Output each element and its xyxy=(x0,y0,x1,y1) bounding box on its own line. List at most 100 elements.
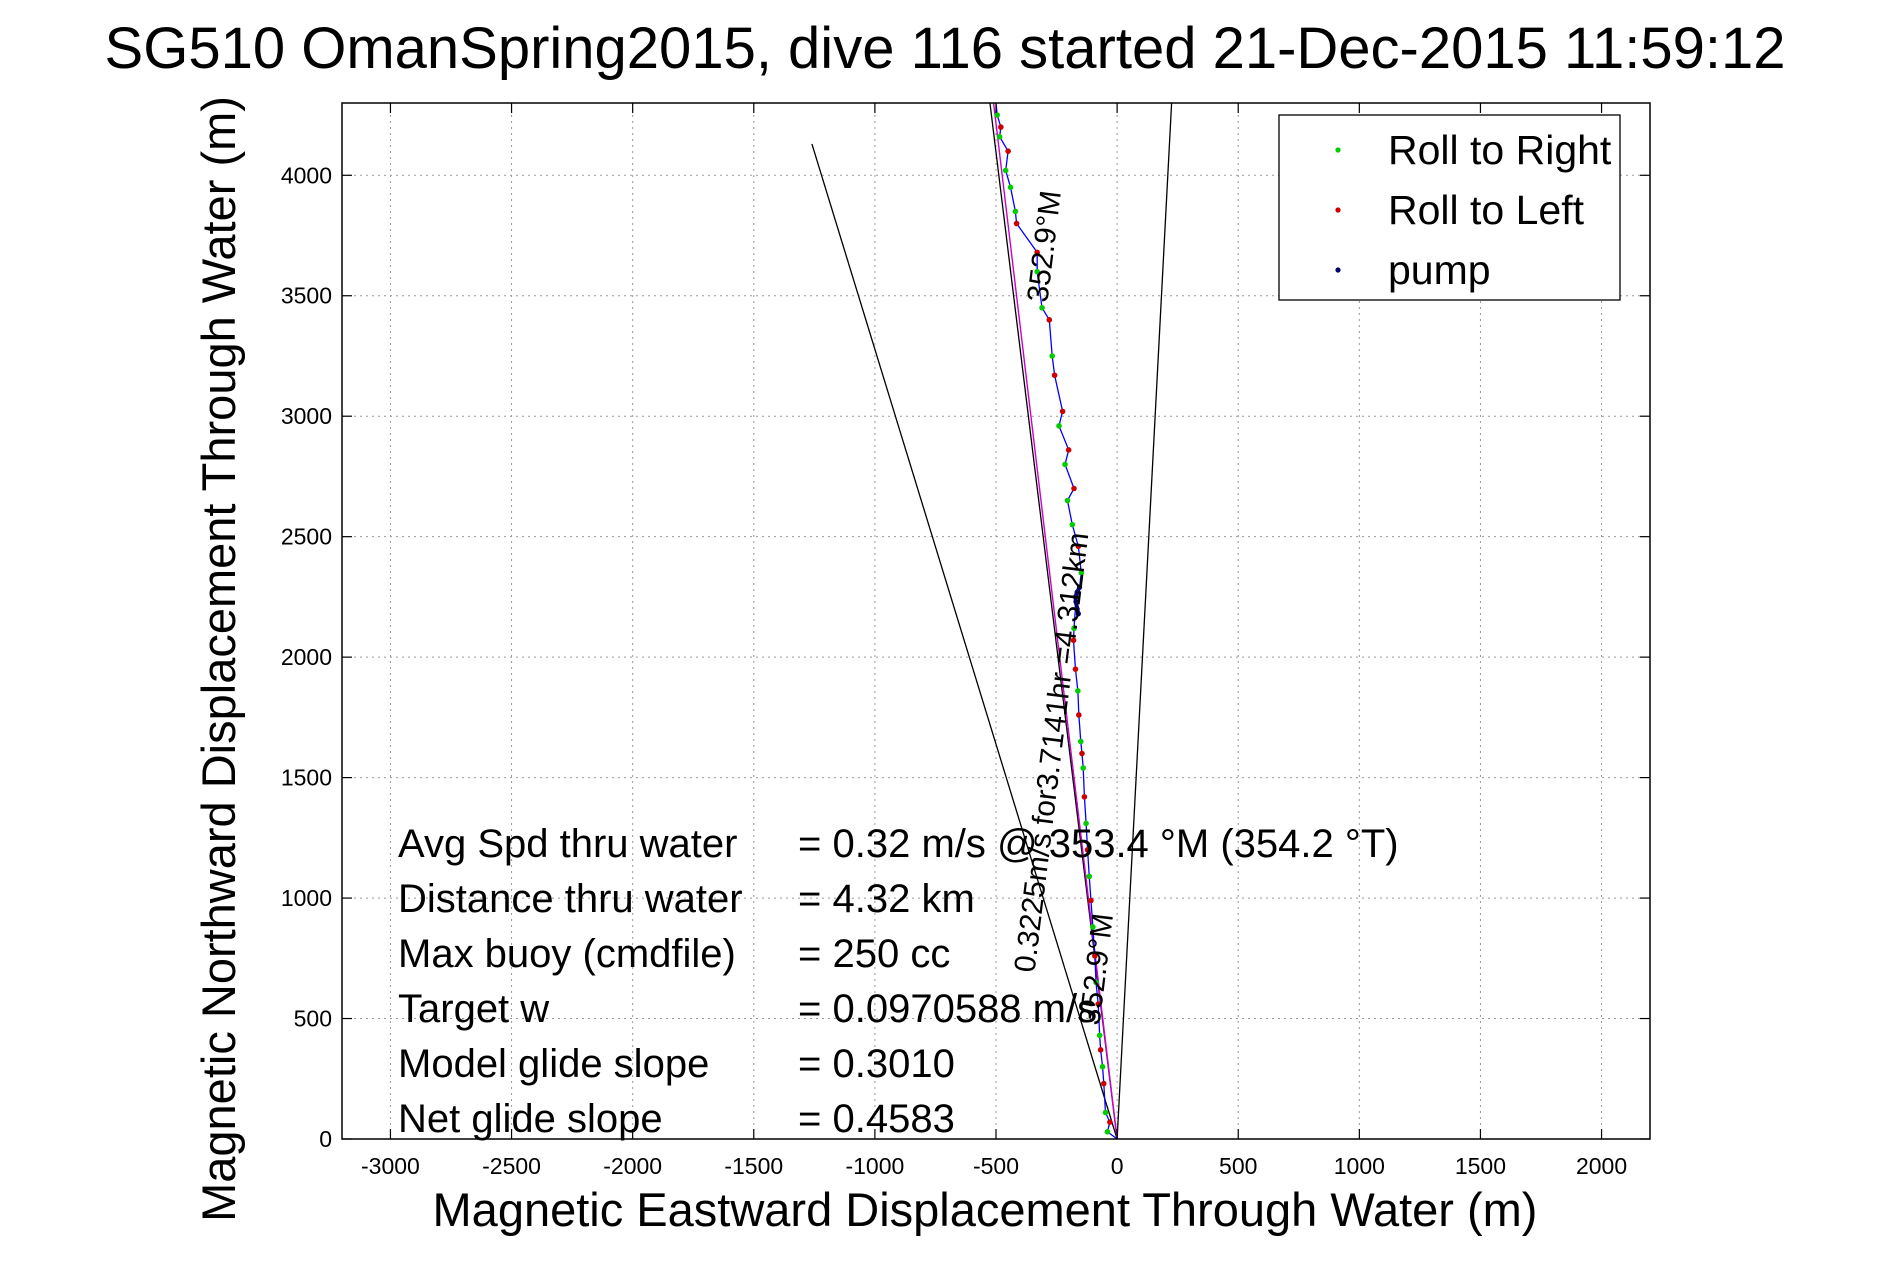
x-axis-title: Magnetic Eastward Displacement Through W… xyxy=(433,1183,1538,1236)
point-roll-to-left xyxy=(1092,953,1098,959)
stat-value: = 0.4583 xyxy=(798,1097,955,1141)
point-roll-to-right xyxy=(1104,1128,1111,1135)
point-roll-to-right xyxy=(1102,1109,1109,1116)
point-roll-to-left xyxy=(1097,1047,1104,1053)
chart-title: SG510 OmanSpring2015, dive 116 started 2… xyxy=(105,16,1786,81)
point-roll-to-right xyxy=(1093,979,1099,986)
point-pump xyxy=(1075,611,1081,617)
x-tick-label: -1500 xyxy=(724,1153,783,1179)
point-roll-to-right xyxy=(1039,304,1045,311)
point-roll-to-right xyxy=(994,112,1001,118)
y-tick-label: 500 xyxy=(294,1006,332,1032)
point-roll-to-left xyxy=(1084,847,1091,853)
stat-label: Net glide slope xyxy=(398,1097,663,1141)
reference-lines xyxy=(811,102,1173,1140)
point-roll-to-left xyxy=(1059,408,1066,415)
point-roll-to-right xyxy=(1062,461,1068,468)
reference-line xyxy=(811,143,1118,1140)
stat-value: = 0.3010 xyxy=(798,1042,955,1086)
point-roll-to-right xyxy=(1007,184,1014,191)
y-tick-label: 3500 xyxy=(281,283,332,309)
point-roll-to-right xyxy=(1090,924,1096,930)
point-pump xyxy=(1076,584,1083,590)
grid xyxy=(342,103,1650,1140)
y-tick-label: 1000 xyxy=(281,885,332,911)
point-roll-to-right xyxy=(1078,570,1085,576)
legend-label: Roll to Right xyxy=(1388,127,1612,173)
point-roll-to-right xyxy=(1002,167,1009,174)
point-roll-to-left xyxy=(1081,794,1088,800)
point-roll-to-right xyxy=(1099,1063,1106,1070)
point-roll-to-right xyxy=(1086,873,1093,880)
point-roll-to-right xyxy=(1083,820,1089,827)
y-tick-label: 3000 xyxy=(281,403,332,429)
y-tick-label: 2000 xyxy=(281,644,332,670)
reference-line xyxy=(1116,102,1173,1140)
x-tick-label: -2500 xyxy=(482,1153,541,1179)
line-annotations: 352.9°M0.3225m/s for3.7141hr =4.312km352… xyxy=(1009,189,1120,1027)
point-roll-to-right xyxy=(1012,208,1019,215)
net-track-line xyxy=(992,102,1118,1140)
point-roll-to-right xyxy=(1049,353,1055,359)
x-tick-label: 0 xyxy=(1111,1153,1124,1179)
stat-value: = 250 cc xyxy=(798,932,950,976)
stat-label: Avg Spd thru water xyxy=(398,822,737,866)
x-tick-label: -2000 xyxy=(603,1153,662,1179)
x-tick-label: -1000 xyxy=(845,1153,904,1179)
axis-ticks: -3000 -2500 -2000 -1500 -1000 -500 0 500 1000 150… xyxy=(281,103,1650,1179)
y-tick-label: 1500 xyxy=(281,765,332,791)
point-roll-to-left xyxy=(1088,897,1094,904)
point-roll-to-left xyxy=(1076,712,1082,718)
y-tick-label: 4000 xyxy=(281,162,332,188)
point-roll-to-left xyxy=(1065,447,1072,453)
stat-label: Max buoy (cmdfile) xyxy=(398,932,736,976)
point-roll-to-right xyxy=(1077,738,1084,745)
point-pump xyxy=(1072,594,1079,600)
point-roll-to-left xyxy=(1034,249,1040,256)
point-roll-to-left xyxy=(1079,750,1085,757)
point-roll-to-left xyxy=(1005,148,1011,154)
stat-label: Target w xyxy=(398,987,549,1031)
point-pump xyxy=(1073,599,1079,605)
point-roll-to-left xyxy=(1070,637,1077,644)
point-roll-to-right xyxy=(1071,625,1077,632)
y-tick-label: 0 xyxy=(319,1126,332,1152)
point-roll-to-right xyxy=(1080,765,1086,771)
point-roll-to-right xyxy=(1096,1032,1103,1039)
x-tick-label: 1000 xyxy=(1334,1153,1385,1179)
point-roll-to-left xyxy=(1075,543,1082,550)
legend-label: pump xyxy=(1388,247,1491,293)
point-roll-to-right xyxy=(1034,268,1040,275)
line-annotation: 352.9°M xyxy=(1021,189,1067,304)
stat-value: = 4.32 km xyxy=(798,877,975,921)
legend: Roll to Right Roll to Left pump xyxy=(1278,114,1621,301)
point-roll-to-left xyxy=(1046,317,1053,323)
x-tick-label: 500 xyxy=(1219,1153,1257,1179)
y-tick-label: 2500 xyxy=(281,524,332,550)
point-roll-to-left xyxy=(1100,1080,1107,1087)
legend-marker xyxy=(1335,267,1341,273)
point-roll-to-right xyxy=(1056,423,1062,429)
point-roll-to-left xyxy=(998,124,1004,130)
point-roll-to-left xyxy=(1071,485,1077,492)
data-points xyxy=(994,112,1113,1135)
y-axis-title: Magnetic Northward Displacement Through … xyxy=(192,96,245,1222)
legend-label: Roll to Left xyxy=(1388,187,1585,233)
x-tick-label: -3000 xyxy=(361,1153,420,1179)
stat-value: = 0.32 m/s @ 353.4 °M (354.2 °T) xyxy=(798,822,1399,866)
legend-marker xyxy=(1335,207,1341,213)
point-roll-to-left xyxy=(1107,1119,1113,1125)
point-roll-to-right xyxy=(1069,521,1076,528)
x-tick-label: -500 xyxy=(973,1153,1019,1179)
point-pump xyxy=(1074,589,1080,595)
point-roll-to-left xyxy=(1095,1001,1102,1007)
x-tick-label: 1500 xyxy=(1455,1153,1506,1179)
point-roll-to-right xyxy=(1064,497,1071,504)
point-roll-to-right xyxy=(1075,688,1081,694)
stats-block: Avg Spd thru water = 0.32 m/s @ 353.4 °M … xyxy=(398,822,1399,1141)
point-roll-to-right xyxy=(996,133,1003,140)
x-tick-label: 2000 xyxy=(1576,1153,1627,1179)
point-pump xyxy=(1074,606,1080,612)
point-roll-to-left xyxy=(1072,666,1079,672)
